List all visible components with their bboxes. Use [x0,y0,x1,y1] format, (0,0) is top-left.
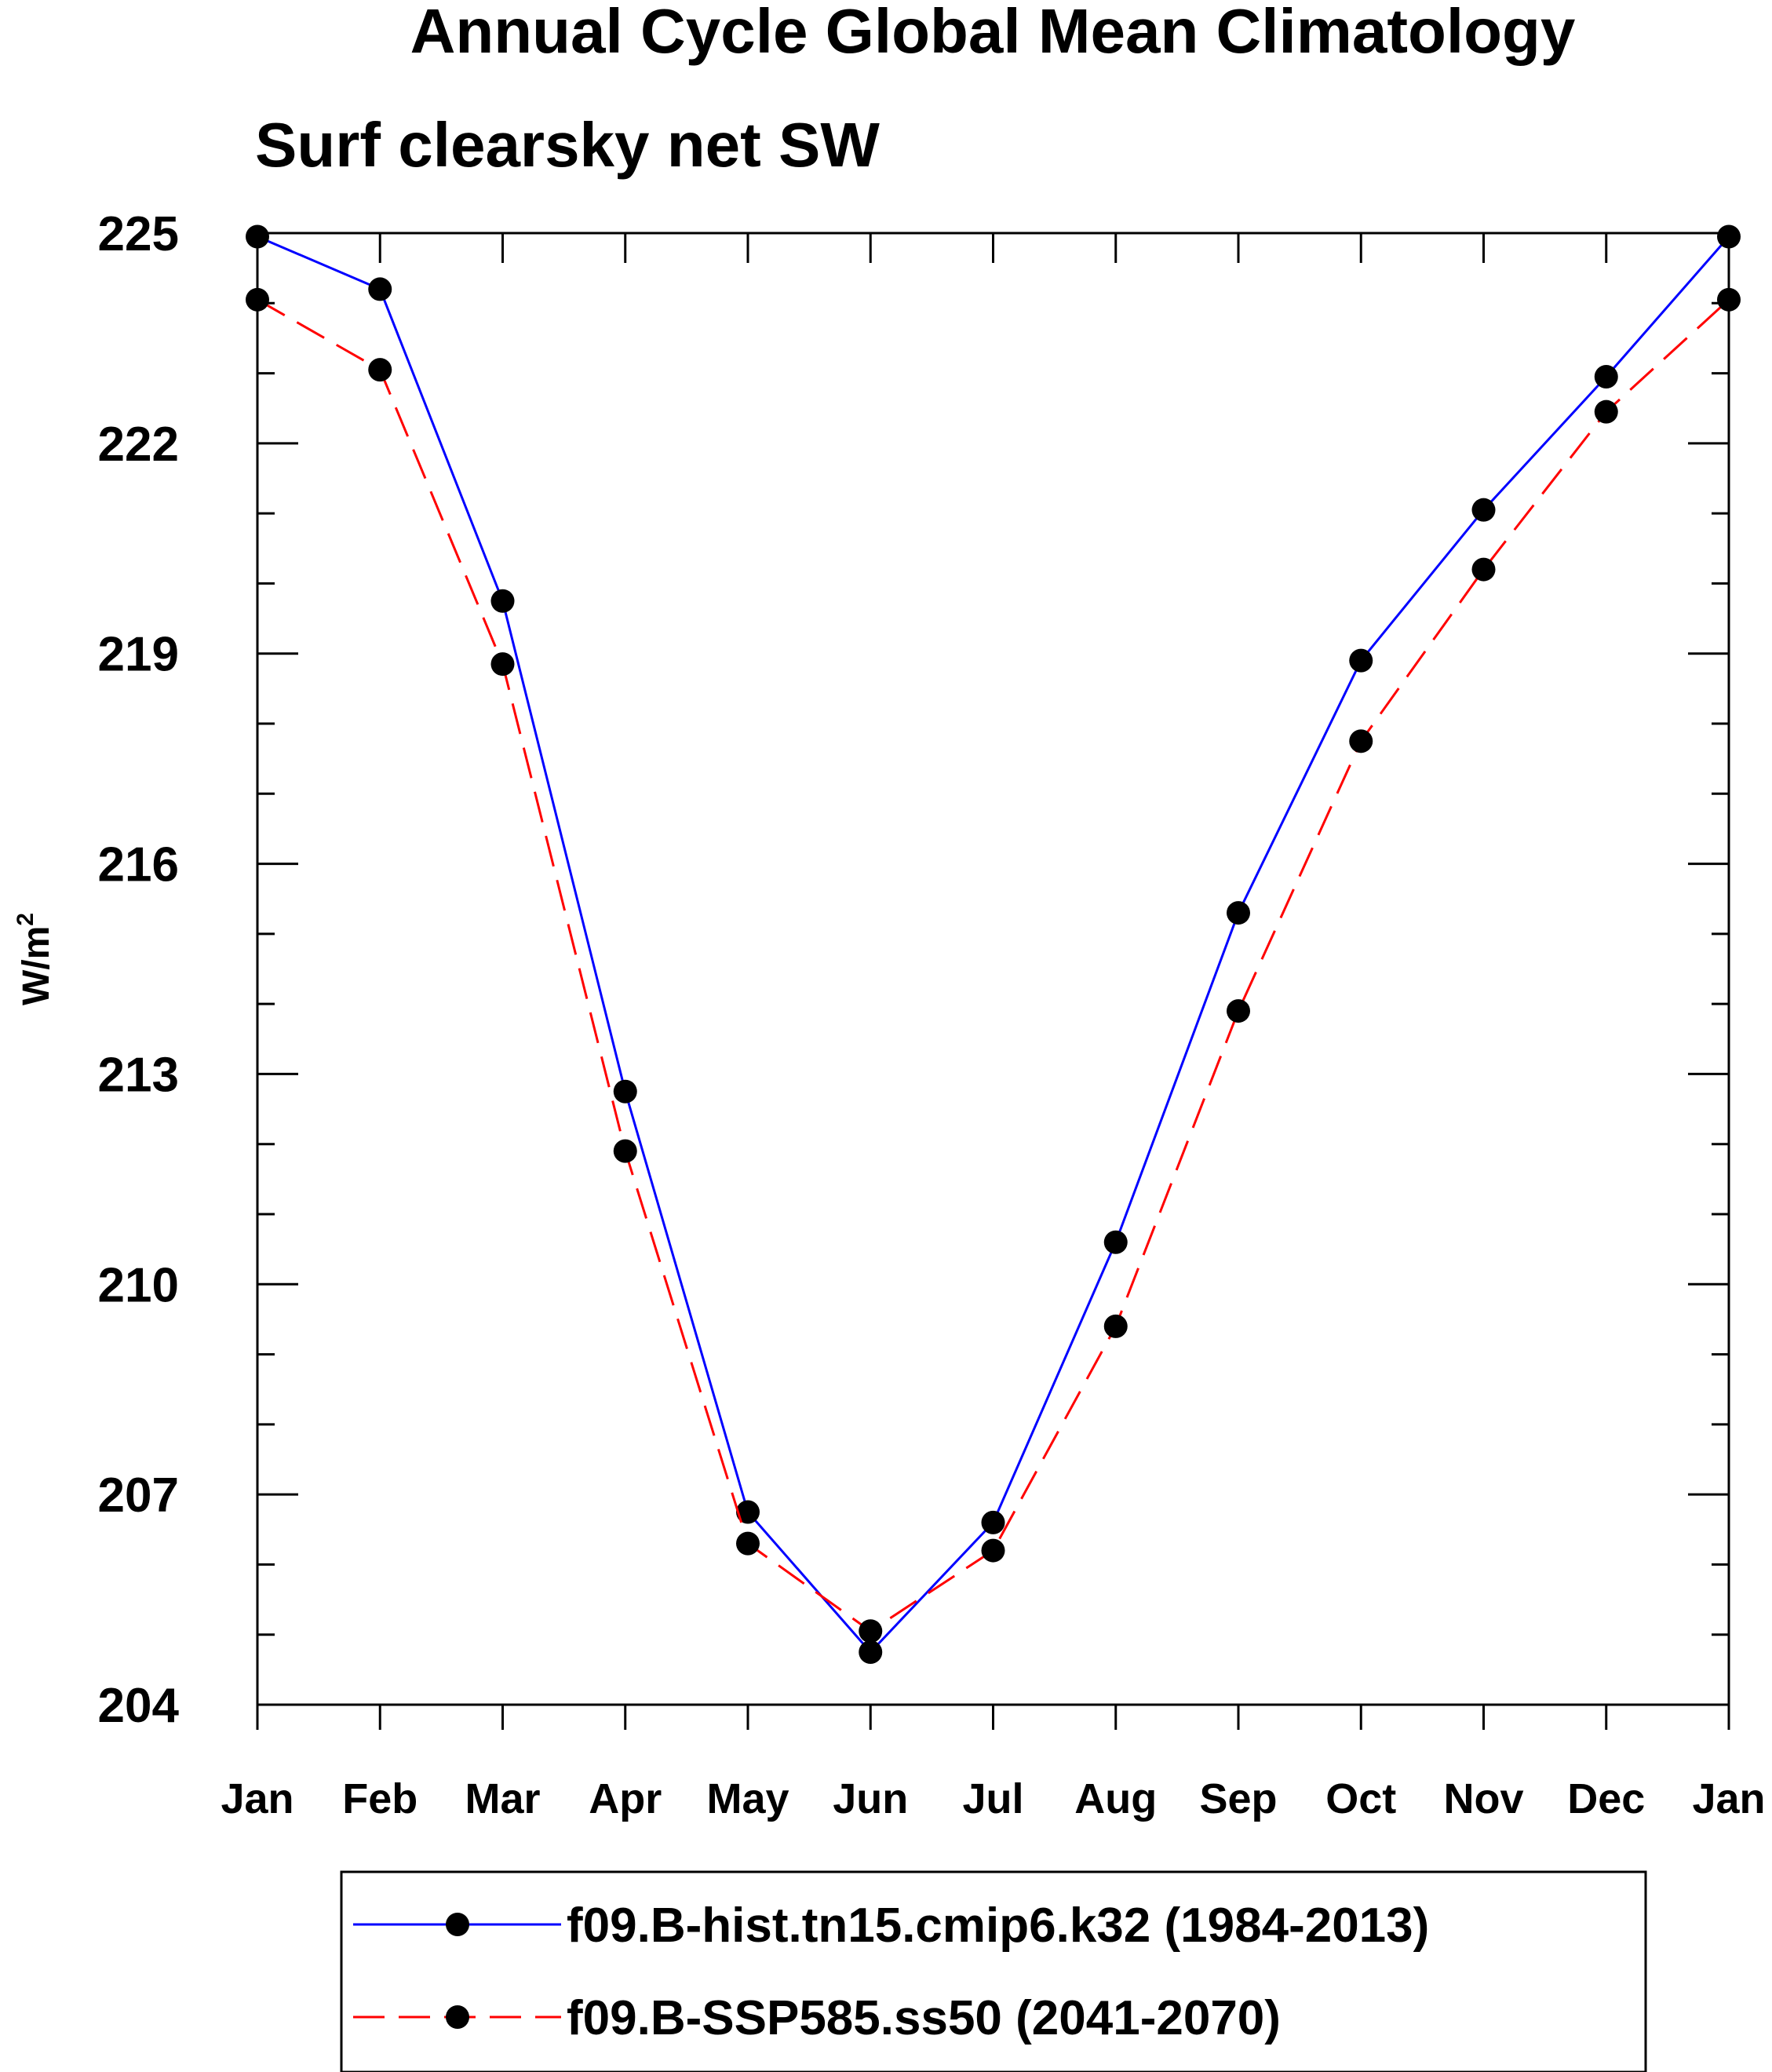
data-point [368,277,392,301]
data-point [1594,399,1618,424]
y-tick-label: 216 [98,838,179,892]
legend-box [340,1870,1647,2072]
series-1 [246,224,1741,1665]
legend-marker [446,2005,469,2029]
x-tick-label: Jun [833,1775,908,1822]
x-tick-label: May [706,1775,789,1822]
data-point [490,589,515,613]
y-tick-label: 204 [98,1679,180,1733]
data-point [1227,999,1250,1023]
data-point [981,1510,1005,1534]
x-tick-label: Aug [1074,1775,1157,1822]
legend-items: f09.B-hist.tn15.cmip6.k32 (1984-2013) f09… [353,1899,1429,2045]
y-tick-label: 207 [98,1468,179,1523]
axes: Jan Feb Mar Apr May Jun Jul Aug Sep Oct Nov Dec Jan 2… [98,207,1766,1822]
data-point [736,1531,760,1556]
series-2 [246,287,1741,1643]
x-tick-label: Sep [1199,1775,1277,1822]
series-line [257,298,1730,1633]
legend-label: f09.B-SSP585.ss50 (2041-2070) [567,1991,1281,2045]
data-point [1471,557,1496,582]
data-point [613,1139,637,1163]
x-tick-label: Mar [465,1775,540,1822]
y-tick-label: 213 [98,1048,179,1102]
x-tick-label: Jan [221,1775,294,1822]
series-layer [246,224,1741,1665]
x-tick-label: Jul [962,1775,1023,1822]
y-tick-label: 222 [98,418,179,472]
y-tick-label: 219 [98,628,179,682]
data-point [613,1079,637,1103]
data-point [736,1500,760,1524]
data-point [1103,1230,1128,1254]
data-point [1349,729,1373,753]
y-axis-label: W/m2 [13,913,57,1005]
plot-frame [256,232,1730,1706]
data-point [490,652,515,677]
x-tick-label: Jan [1692,1775,1765,1822]
data-point [368,358,392,382]
chart-title: Annual Cycle Global Mean Climatology [410,0,1576,66]
data-point [981,1538,1005,1563]
chart-subtitle: Surf clearsky net SW [255,110,880,180]
y-tick-label: 210 [98,1258,179,1312]
legend-label: f09.B-hist.tn15.cmip6.k32 (1984-2013) [567,1899,1429,1953]
x-tick-label: Oct [1325,1775,1396,1822]
y-tick-label: 225 [98,207,179,261]
legend-marker [446,1913,469,1936]
legend: f09.B-hist.tn15.cmip6.k32 (1984-2013) f09… [340,1870,1647,2072]
data-point [859,1640,883,1665]
x-tick-label: Dec [1567,1775,1645,1822]
x-tick-label: Apr [589,1775,662,1822]
x-tick-label: Nov [1443,1775,1523,1822]
x-tick-label: Feb [342,1775,417,1822]
series-line [257,235,1730,1654]
data-point [1594,365,1618,389]
data-point [1471,498,1496,522]
data-point [1349,648,1373,673]
data-point [859,1619,883,1643]
data-point [1103,1314,1128,1338]
data-point [1227,901,1250,925]
